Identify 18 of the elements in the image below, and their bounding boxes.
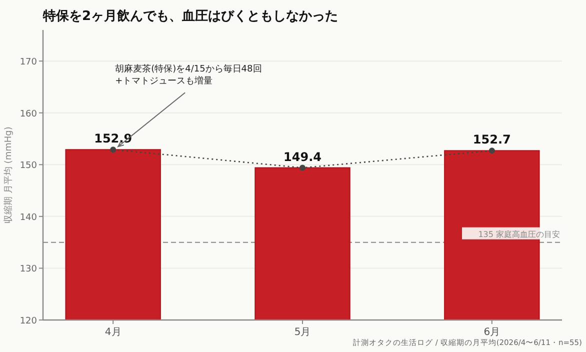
point: [110, 146, 116, 153]
point: [488, 148, 495, 154]
chart-title: 特保を2ヶ月飲んでも、血圧はびくともしなかった: [42, 9, 338, 24]
ref-line-label: 135 家庭高血圧の目安: [478, 230, 560, 239]
data-label: 152.7: [472, 132, 511, 147]
y-axis-title: 収縮期 月平均 (mmHg): [3, 126, 14, 224]
x-tick-label: 5月: [294, 327, 311, 338]
annotation: 胡麻麦茶(特保)を4/15から毎日48回 +トマトジュースも増量: [115, 64, 262, 87]
y-tick-label: 160: [20, 109, 38, 120]
data-label: 149.4: [284, 150, 322, 164]
y-tick-label: 130: [20, 264, 38, 275]
y-tick-label: 170: [20, 58, 38, 68]
y-tick-label: 120: [20, 316, 38, 326]
y-tick-label: 140: [20, 212, 38, 223]
point: [300, 164, 306, 171]
y-tick-label: 150: [20, 161, 38, 172]
x-tick-label: 6月: [484, 327, 500, 338]
x-tick-label: 4月: [104, 327, 122, 338]
